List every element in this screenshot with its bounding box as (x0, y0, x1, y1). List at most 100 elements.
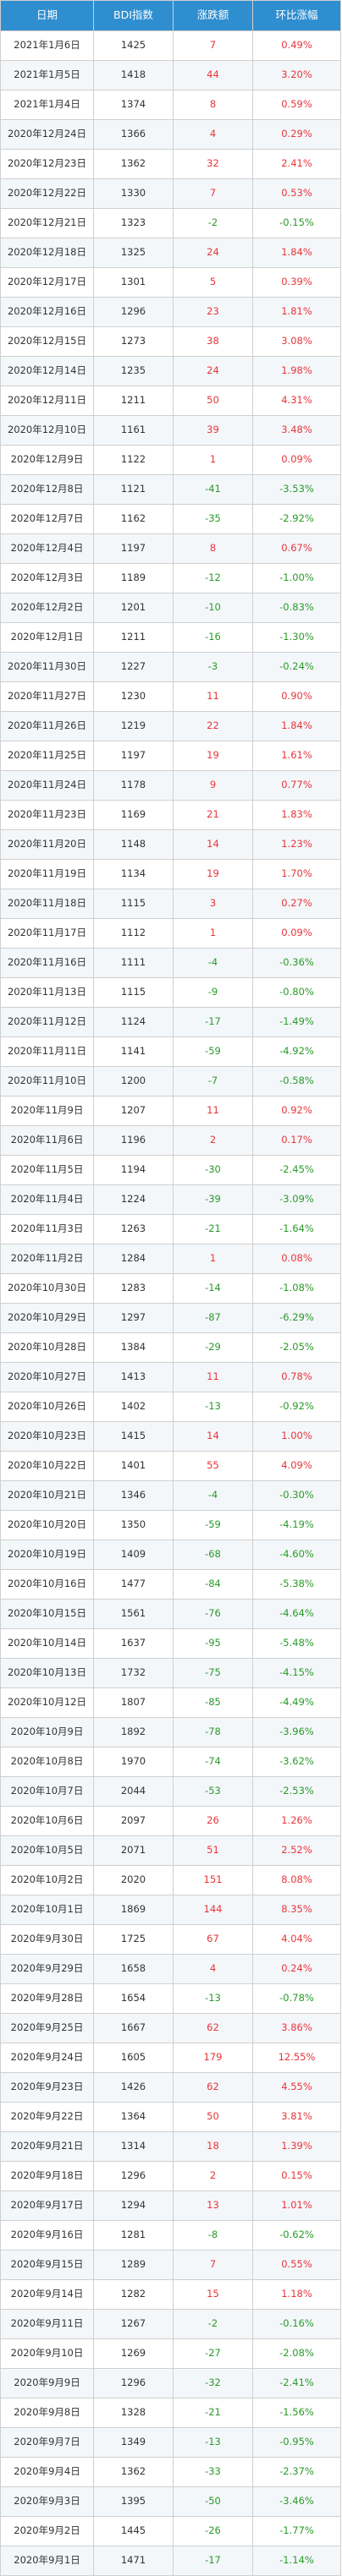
table-row: 2020年10月21日 1346 -4 -0.30% (0, 1480, 341, 1511)
cell-bdi-index: 1284 (93, 1244, 174, 1274)
cell-change-percent: 0.49% (252, 30, 341, 61)
table-row: 2020年12月24日 1366 4 0.29% (0, 119, 341, 150)
cell-change-percent: 1.01% (252, 2190, 341, 2221)
header-change-amount: 涨跌额 (173, 0, 253, 31)
cell-change-amount: 19 (173, 741, 253, 771)
cell-change-percent: -0.80% (252, 977, 341, 1008)
table-row: 2020年10月26日 1402 -13 -0.92% (0, 1392, 341, 1422)
table-row: 2020年12月14日 1235 24 1.98% (0, 356, 341, 386)
table-row: 2020年12月15日 1273 38 3.08% (0, 326, 341, 357)
cell-bdi-index: 1219 (93, 711, 174, 741)
cell-change-amount: -13 (173, 1392, 253, 1422)
cell-date: 2020年12月7日 (0, 504, 94, 534)
cell-date: 2020年12月4日 (0, 533, 94, 564)
table-row: 2020年12月9日 1122 1 0.09% (0, 445, 341, 475)
cell-change-amount: 1 (173, 1244, 253, 1274)
cell-date: 2020年11月20日 (0, 829, 94, 860)
table-row: 2020年10月29日 1297 -87 -6.29% (0, 1303, 341, 1333)
cell-bdi-index: 1409 (93, 1540, 174, 1570)
cell-change-percent: -2.45% (252, 1155, 341, 1185)
table-row: 2020年12月21日 1323 -2 -0.15% (0, 208, 341, 238)
cell-change-percent: -0.92% (252, 1392, 341, 1422)
table-row: 2020年12月1日 1211 -16 -1.30% (0, 622, 341, 653)
cell-change-amount: 62 (173, 2072, 253, 2103)
cell-change-amount: -53 (173, 1776, 253, 1807)
cell-change-amount: -4 (173, 1480, 253, 1511)
table-row: 2020年10月13日 1732 -75 -4.15% (0, 1658, 341, 1688)
cell-change-amount: 1 (173, 445, 253, 475)
cell-date: 2020年10月27日 (0, 1362, 94, 1392)
cell-bdi-index: 1230 (93, 681, 174, 712)
cell-change-percent: 3.48% (252, 415, 341, 446)
cell-date: 2020年9月16日 (0, 2220, 94, 2251)
table-row: 2020年12月7日 1162 -35 -2.92% (0, 504, 341, 534)
cell-change-percent: 1.84% (252, 238, 341, 268)
cell-change-percent: 0.08% (252, 1244, 341, 1274)
cell-bdi-index: 1141 (93, 1036, 174, 1067)
cell-bdi-index: 1301 (93, 267, 174, 298)
cell-date: 2020年9月23日 (0, 2072, 94, 2103)
cell-bdi-index: 1445 (93, 2516, 174, 2546)
cell-change-amount: -16 (173, 622, 253, 653)
table-row: 2020年11月24日 1178 9 0.77% (0, 770, 341, 801)
cell-change-amount: -30 (173, 1155, 253, 1185)
cell-bdi-index: 1197 (93, 741, 174, 771)
cell-change-percent: -1.14% (252, 2546, 341, 2576)
cell-change-amount: 144 (173, 1895, 253, 1925)
cell-bdi-index: 1115 (93, 889, 174, 919)
cell-change-percent: -4.60% (252, 1540, 341, 1570)
cell-date: 2020年12月11日 (0, 386, 94, 416)
cell-change-percent: -2.08% (252, 2338, 341, 2369)
cell-date: 2020年12月18日 (0, 238, 94, 268)
cell-change-percent: 1.84% (252, 711, 341, 741)
cell-change-percent: 1.61% (252, 741, 341, 771)
table-row: 2020年9月24日 1605 179 12.55% (0, 2043, 341, 2073)
cell-date: 2020年11月19日 (0, 859, 94, 889)
cell-date: 2020年10月2日 (0, 1865, 94, 1895)
cell-change-amount: 179 (173, 2043, 253, 2073)
cell-change-amount: -29 (173, 1332, 253, 1363)
cell-change-amount: 11 (173, 1362, 253, 1392)
cell-change-amount: 4 (173, 119, 253, 150)
cell-change-amount: -21 (173, 2398, 253, 2428)
cell-change-percent: -0.83% (252, 593, 341, 623)
cell-date: 2020年9月22日 (0, 2102, 94, 2132)
cell-change-amount: -74 (173, 1747, 253, 1777)
cell-change-percent: 1.23% (252, 829, 341, 860)
cell-date: 2020年11月18日 (0, 889, 94, 919)
table-row: 2020年9月22日 1364 50 3.81% (0, 2102, 341, 2132)
table-row: 2020年12月11日 1211 50 4.31% (0, 386, 341, 416)
table-row: 2020年9月9日 1296 -32 -2.41% (0, 2368, 341, 2398)
cell-bdi-index: 1364 (93, 2102, 174, 2132)
table-row: 2020年10月12日 1807 -85 -4.49% (0, 1687, 341, 1718)
cell-bdi-index: 1122 (93, 445, 174, 475)
cell-bdi-index: 1115 (93, 977, 174, 1008)
cell-change-percent: -0.24% (252, 652, 341, 682)
cell-bdi-index: 1148 (93, 829, 174, 860)
cell-change-percent: -0.95% (252, 2427, 341, 2458)
cell-date: 2020年9月30日 (0, 1924, 94, 1955)
cell-change-percent: 0.67% (252, 533, 341, 564)
cell-bdi-index: 1263 (93, 1214, 174, 1244)
cell-date: 2020年11月10日 (0, 1066, 94, 1097)
cell-bdi-index: 1418 (93, 60, 174, 90)
cell-date: 2020年10月6日 (0, 1806, 94, 1836)
cell-bdi-index: 2097 (93, 1806, 174, 1836)
cell-date: 2020年10月23日 (0, 1421, 94, 1452)
cell-change-percent: -0.15% (252, 208, 341, 238)
cell-date: 2020年10月12日 (0, 1687, 94, 1718)
cell-date: 2020年10月21日 (0, 1480, 94, 1511)
cell-date: 2020年12月23日 (0, 149, 94, 179)
table-row: 2020年10月19日 1409 -68 -4.60% (0, 1540, 341, 1570)
cell-bdi-index: 1283 (93, 1273, 174, 1304)
cell-date: 2020年12月15日 (0, 326, 94, 357)
cell-bdi-index: 2044 (93, 1776, 174, 1807)
cell-change-amount: 7 (173, 178, 253, 209)
table-row: 2020年11月10日 1200 -7 -0.58% (0, 1066, 341, 1097)
cell-bdi-index: 1111 (93, 948, 174, 978)
table-row: 2020年9月2日 1445 -26 -1.77% (0, 2516, 341, 2546)
cell-bdi-index: 1869 (93, 1895, 174, 1925)
cell-change-amount: 55 (173, 1451, 253, 1481)
cell-change-percent: 3.20% (252, 60, 341, 90)
cell-change-amount: -13 (173, 2427, 253, 2458)
